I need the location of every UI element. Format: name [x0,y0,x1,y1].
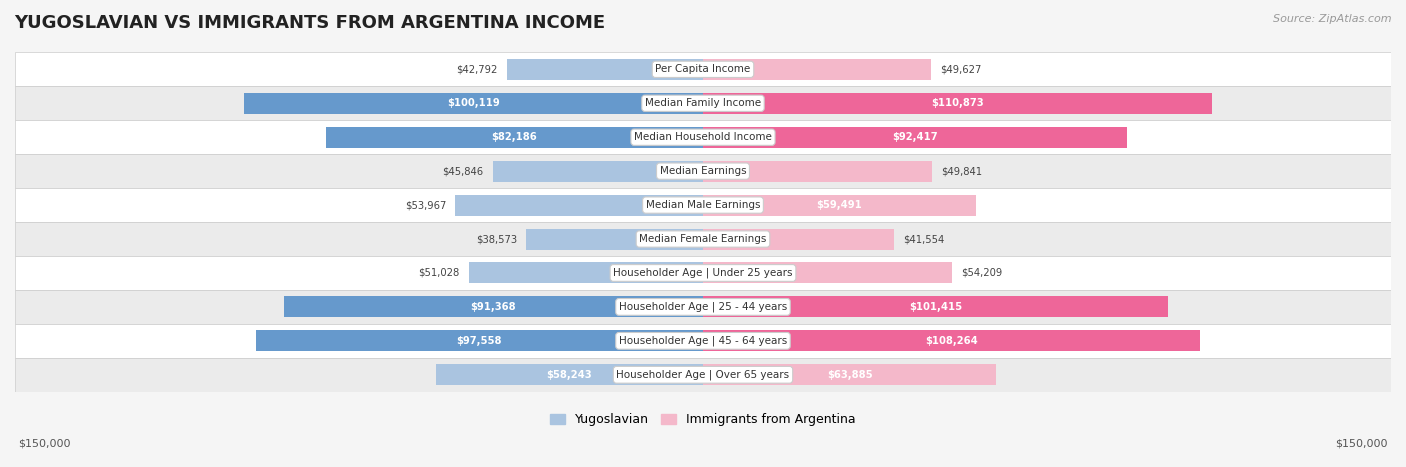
Text: Per Capita Income: Per Capita Income [655,64,751,74]
Text: Median Earnings: Median Earnings [659,166,747,176]
Bar [326,127,703,148]
Bar [506,59,703,80]
Bar [703,93,1212,114]
Bar [436,364,703,385]
Bar [15,120,1391,154]
Text: Householder Age | 45 - 64 years: Householder Age | 45 - 64 years [619,336,787,346]
Legend: Yugoslavian, Immigrants from Argentina: Yugoslavian, Immigrants from Argentina [550,413,856,426]
Bar [243,93,703,114]
Bar [703,330,1199,351]
Bar [15,86,1391,120]
Text: Householder Age | Under 25 years: Householder Age | Under 25 years [613,268,793,278]
Bar [703,228,894,249]
Text: $54,209: $54,209 [960,268,1002,278]
Text: Source: ZipAtlas.com: Source: ZipAtlas.com [1274,14,1392,24]
Bar [15,154,1391,188]
Text: $108,264: $108,264 [925,336,977,346]
Bar [492,161,703,182]
Bar [703,161,932,182]
Text: $38,573: $38,573 [475,234,517,244]
Bar [15,222,1391,256]
Text: $97,558: $97,558 [457,336,502,346]
Bar [284,297,703,318]
Text: $150,000: $150,000 [18,439,70,448]
Bar [703,364,995,385]
Bar [15,188,1391,222]
Bar [703,127,1126,148]
Bar [456,195,703,216]
Text: $59,491: $59,491 [817,200,862,210]
Bar [703,195,976,216]
Bar [703,59,931,80]
Text: $45,846: $45,846 [443,166,484,176]
Bar [15,358,1391,392]
Text: $49,627: $49,627 [939,64,981,74]
Bar [526,228,703,249]
Bar [256,330,703,351]
Bar [703,262,952,283]
Text: $49,841: $49,841 [941,166,981,176]
Bar [15,52,1391,86]
Text: Householder Age | 25 - 44 years: Householder Age | 25 - 44 years [619,302,787,312]
Text: $92,417: $92,417 [893,132,938,142]
Bar [703,297,1168,318]
Text: $101,415: $101,415 [910,302,962,312]
Bar [470,262,703,283]
Text: Median Female Earnings: Median Female Earnings [640,234,766,244]
Text: YUGOSLAVIAN VS IMMIGRANTS FROM ARGENTINA INCOME: YUGOSLAVIAN VS IMMIGRANTS FROM ARGENTINA… [14,14,605,32]
Text: $91,368: $91,368 [471,302,516,312]
Text: Median Male Earnings: Median Male Earnings [645,200,761,210]
Bar [15,290,1391,324]
Text: $150,000: $150,000 [1336,439,1388,448]
Text: $58,243: $58,243 [547,370,592,380]
Text: $51,028: $51,028 [419,268,460,278]
Text: $42,792: $42,792 [456,64,498,74]
Text: Median Family Income: Median Family Income [645,98,761,108]
Text: $100,119: $100,119 [447,98,499,108]
Text: $82,186: $82,186 [492,132,537,142]
Text: $53,967: $53,967 [405,200,446,210]
Text: $41,554: $41,554 [903,234,943,244]
Text: Householder Age | Over 65 years: Householder Age | Over 65 years [616,369,790,380]
Text: $110,873: $110,873 [931,98,984,108]
Text: $63,885: $63,885 [827,370,872,380]
Bar [15,324,1391,358]
Bar [15,256,1391,290]
Text: Median Household Income: Median Household Income [634,132,772,142]
